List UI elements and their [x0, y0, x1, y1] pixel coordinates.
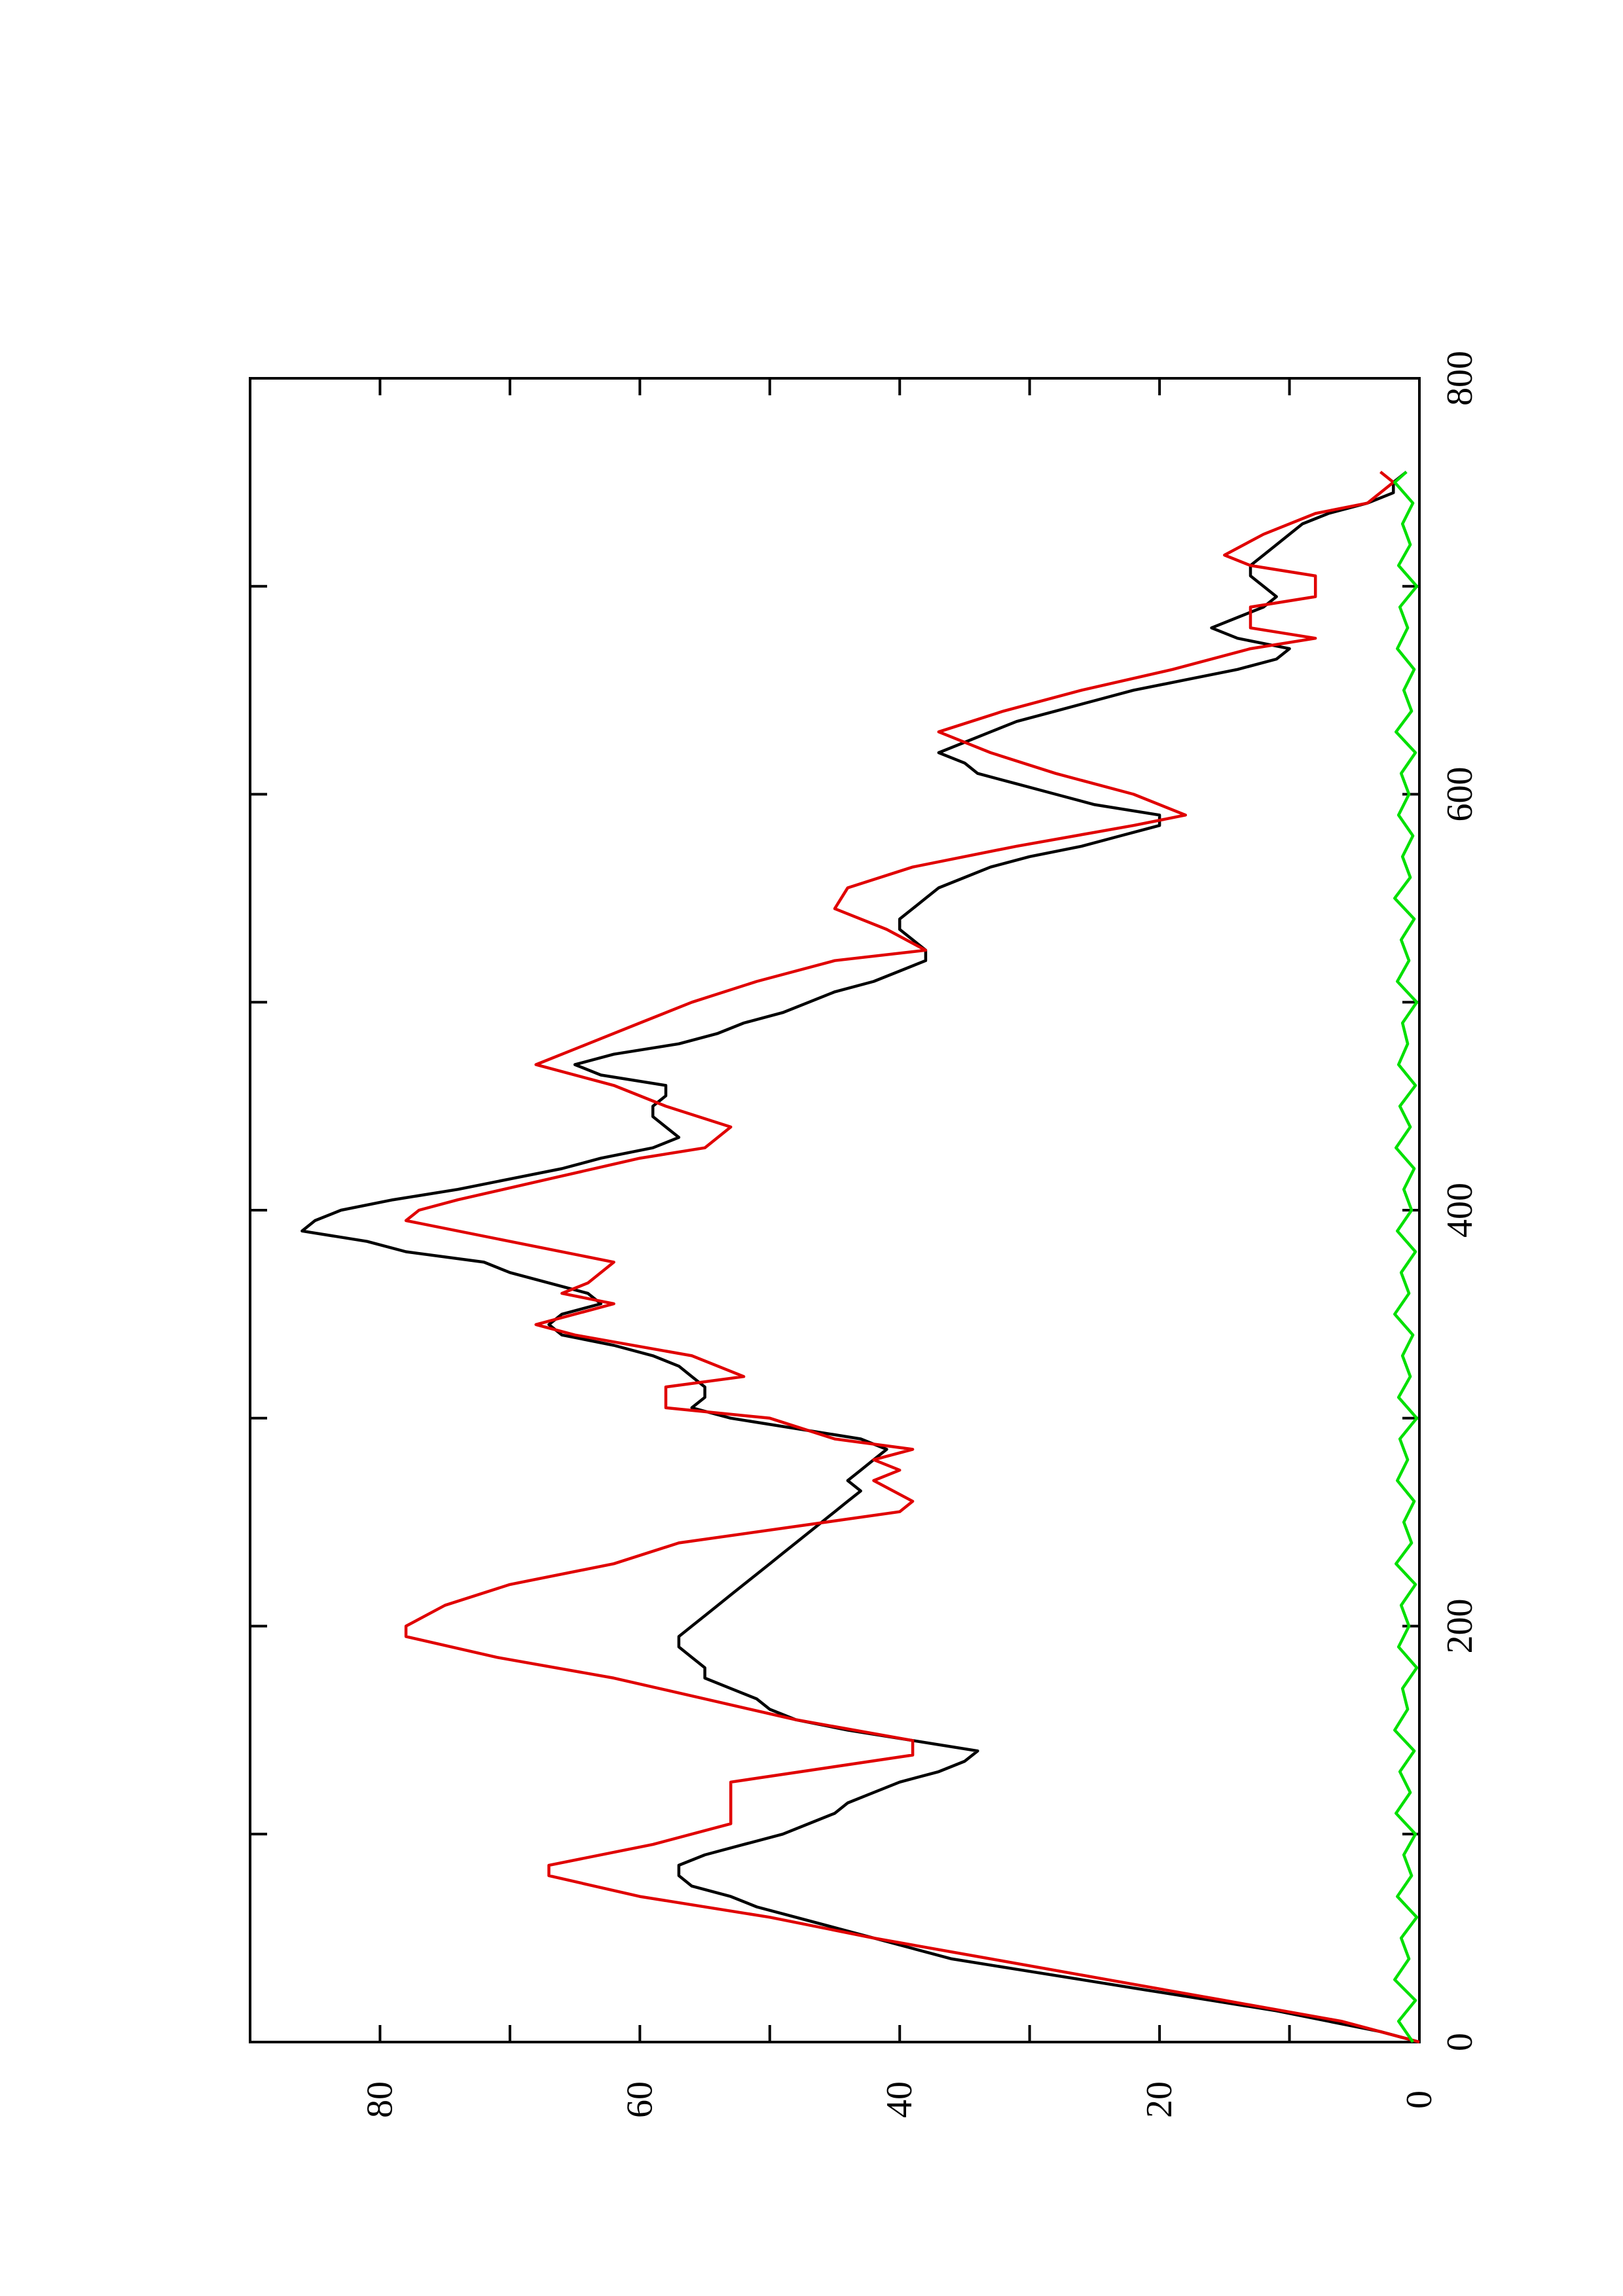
x-tick-label: 0: [1440, 2033, 1480, 2051]
x-tick-label: 800: [1440, 351, 1480, 406]
y-tick-label: 80: [359, 2081, 400, 2118]
axis-ticks: [249, 377, 1421, 2043]
series-line-3: [1393, 471, 1419, 2043]
y-tick-label: 20: [1139, 2081, 1180, 2118]
y-tick-label: 40: [879, 2081, 920, 2118]
series-line-1: [301, 471, 1420, 2044]
y-tick-label: 0: [1399, 2090, 1440, 2109]
x-tick-label: 600: [1440, 767, 1480, 822]
plot-frame: [249, 377, 1421, 2043]
y-tick-label: 60: [619, 2081, 660, 2118]
series-group: [301, 471, 1420, 2044]
axis-tick-labels: 0 200 400 600 800 0 20 40 60 80: [359, 351, 1480, 2118]
x-tick-label: 400: [1440, 1183, 1480, 1238]
series-line-2: [404, 471, 1420, 2044]
x-tick-label: 200: [1440, 1599, 1480, 1654]
